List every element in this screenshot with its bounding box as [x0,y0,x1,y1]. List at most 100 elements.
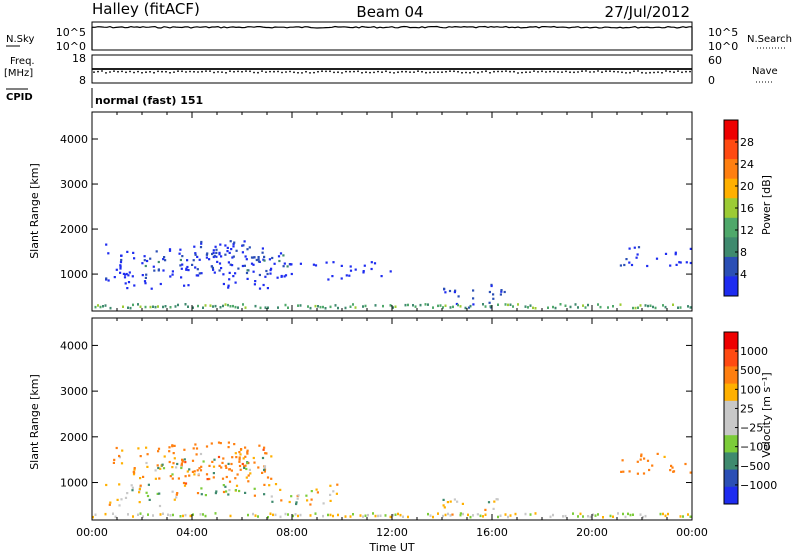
data-cell [280,499,283,502]
data-cell [340,264,343,267]
data-cell [252,456,255,460]
nave-dot [217,71,219,73]
data-cell [648,468,651,472]
data-cell [215,255,218,258]
data-cell [242,457,245,460]
x-tick-label: 20:00 [576,526,608,539]
data-cell [284,512,287,516]
nave-dot [105,72,107,74]
data-cell [679,515,682,518]
data-cell [287,306,289,309]
data-cell [238,464,242,468]
colorbar-tick-label: 28 [740,136,754,149]
nave-dot [257,71,259,74]
nave-dot [101,70,103,72]
data-cell [656,452,659,455]
data-cell [174,305,177,308]
data-cell [672,470,675,473]
data-cell [145,273,148,276]
data-cell [147,483,150,486]
data-cell [609,514,612,518]
data-cell [282,265,285,268]
data-cell [266,287,269,290]
data-cell [452,305,454,309]
nave-dot [209,70,211,72]
data-cell [127,306,129,309]
data-cell [234,281,237,284]
nave-dot [285,71,287,73]
data-cell [643,457,646,460]
data-cell [472,297,475,300]
data-cell [622,512,624,516]
data-cell [244,255,247,258]
data-cell [263,493,266,496]
data-cell [215,490,218,493]
nave-dot [485,70,487,73]
data-cell [192,306,194,309]
data-cell [517,303,519,306]
data-cell [217,455,221,459]
data-cell [208,464,211,467]
y-tick-label: 2000 [60,223,88,236]
data-cell [334,304,337,307]
data-cell [534,512,537,515]
data-cell [404,303,407,307]
data-cell [377,514,379,518]
data-cell [137,513,139,516]
data-cell [484,513,487,516]
data-cell [266,476,270,479]
data-cell [472,303,475,306]
data-cell [349,269,353,272]
data-cell [288,500,291,504]
nave-dot [253,71,255,74]
data-cell [102,305,104,308]
data-cell [230,462,233,466]
data-cell [162,305,164,309]
data-cell [500,289,503,292]
nave-dot [641,71,643,74]
data-cell [507,303,509,307]
data-cell [127,274,130,277]
nave-dot [393,72,395,74]
data-cell [192,259,195,262]
data-cell [243,465,246,468]
data-cell [444,513,447,517]
data-cell [245,467,248,471]
data-cell [245,258,248,261]
data-cell [143,280,147,283]
data-cell [247,474,250,477]
data-cell [602,516,604,519]
data-cell [133,471,136,474]
data-cell [142,475,145,478]
data-cell [672,303,674,306]
data-cell [263,446,266,449]
colorbar-swatch [724,435,738,453]
nave-dot [653,71,655,74]
data-cell [534,307,537,310]
data-cell [192,513,194,516]
data-cell [196,255,199,258]
data-cell [192,447,195,450]
data-cell [442,498,445,501]
data-cell [496,498,499,501]
power-colorbar: 28 24 20 16 12 8 4 [723,119,754,297]
nave-dot [521,71,523,74]
data-cell [180,466,183,470]
data-cell [219,442,222,445]
data-cell [200,487,203,490]
nave-dot [193,70,195,73]
data-cell [218,253,221,256]
data-cell [120,462,124,465]
nave-dot [645,72,647,74]
data-cell [211,252,214,256]
data-cell [625,258,628,261]
data-cell [181,458,184,461]
data-cell [209,304,212,307]
data-cell [220,267,223,270]
data-cell [268,258,271,261]
data-cell [277,255,281,258]
data-cell [455,302,458,306]
nave-dot [497,70,499,73]
data-cell [180,462,183,465]
data-cell [244,446,247,449]
